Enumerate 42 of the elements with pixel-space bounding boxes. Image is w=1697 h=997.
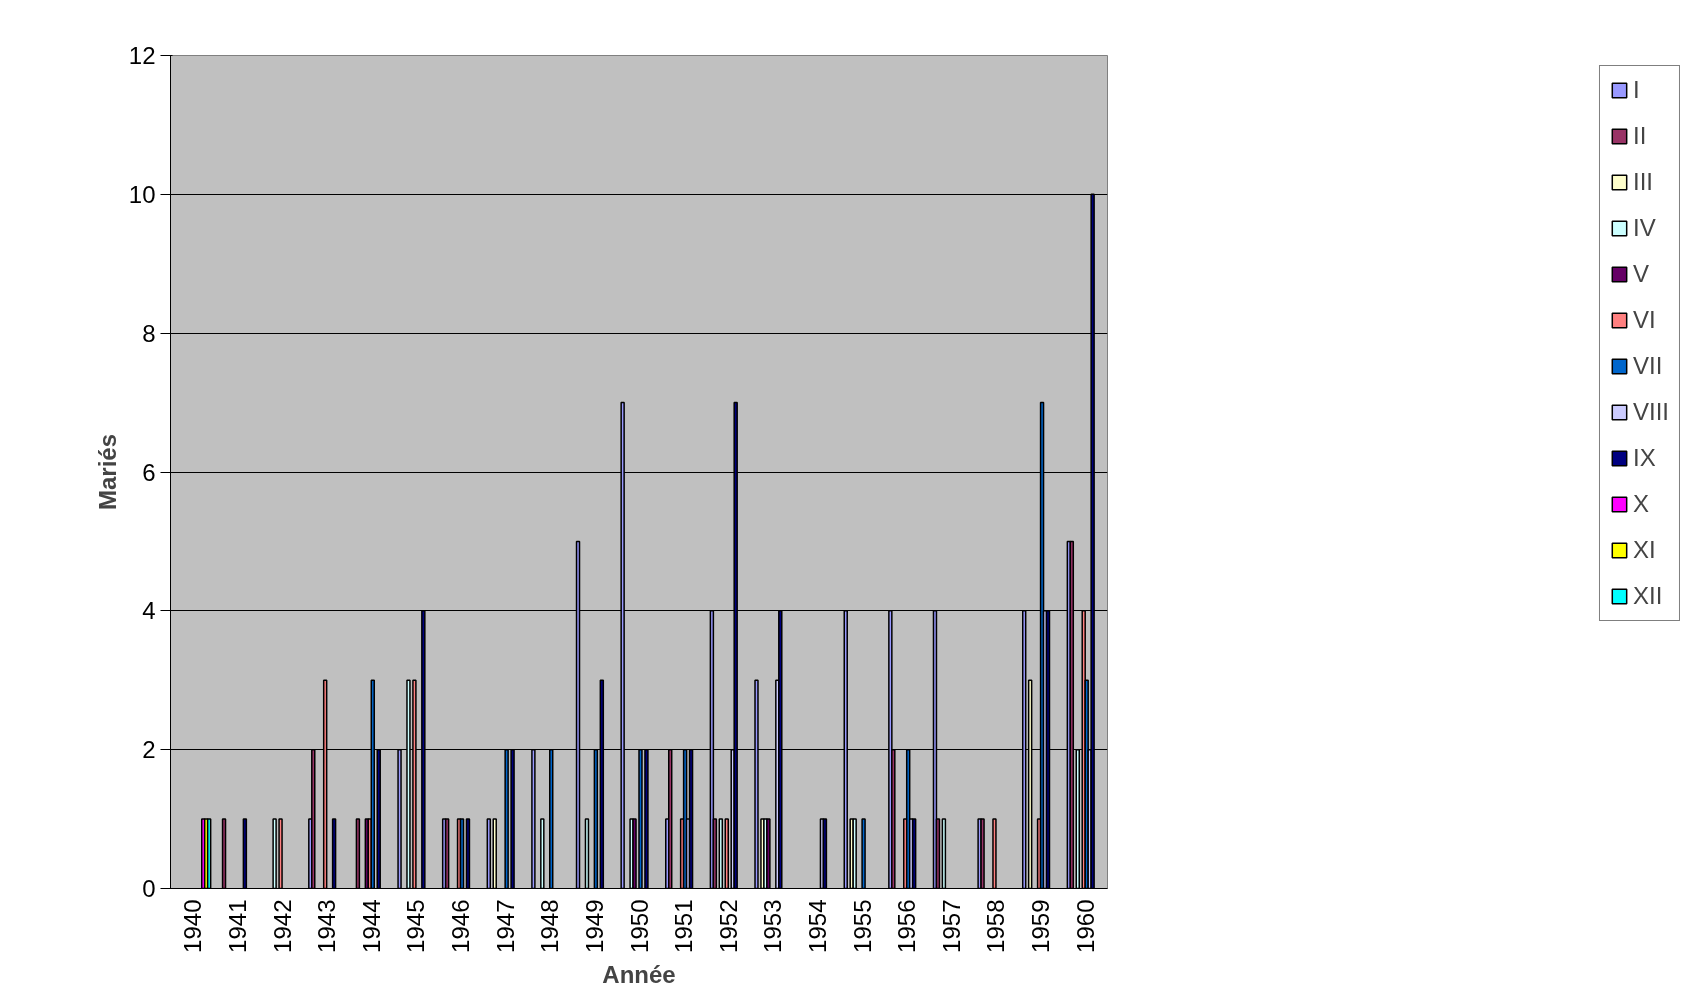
x-tick-label: 1948 [536,899,564,953]
legend-label: VII [1632,352,1663,380]
legend-label: IX [1632,444,1656,472]
legend-label: XII [1632,582,1663,610]
x-tick-label: 1954 [803,899,831,953]
y-tick-label: 4 [142,597,156,625]
y-axis-title: Mariés [93,433,121,511]
x-tick-label: 1951 [670,899,698,953]
x-tick-label: 1955 [848,899,876,953]
x-tick-label: 1946 [447,899,475,953]
x-tick-label: 1952 [714,899,742,953]
x-tick-label: 1957 [937,899,965,953]
y-tick-label: 6 [142,458,156,486]
legend-label: VI [1632,306,1656,334]
y-tick-label: 2 [142,736,156,764]
y-tick-label: 10 [128,180,156,208]
legend-label: I [1632,76,1641,104]
x-tick-label: 1940 [179,899,207,953]
x-tick-label: 1949 [580,899,608,953]
x-tick-label: 1953 [759,899,787,953]
x-tick-label: 1942 [268,899,296,953]
x-tick-label: 1959 [1027,899,1055,953]
x-tick-label: 1944 [357,899,385,953]
x-tick-label: 1960 [1071,899,1099,953]
y-tick-label: 12 [128,42,156,69]
legend-label: III [1632,168,1653,196]
legend-label: V [1632,260,1650,288]
legend-label: II [1632,122,1648,150]
x-tick-label: 1958 [982,899,1010,953]
x-tick-label: 1947 [491,899,519,953]
x-tick-label: 1945 [402,899,430,953]
x-tick-label: 1956 [893,899,921,953]
x-tick-label: 1943 [313,899,341,953]
x-tick-label: 1941 [223,899,251,953]
x-axis-title: Année [602,960,676,988]
legend-label: XI [1632,536,1656,564]
legend-label: VIII [1632,398,1669,426]
y-tick-label: 8 [142,319,156,347]
legend-label: X [1632,490,1650,518]
legend-label: IV [1632,214,1656,242]
y-tick-label: 0 [142,875,156,902]
x-tick-label: 1950 [625,899,653,953]
